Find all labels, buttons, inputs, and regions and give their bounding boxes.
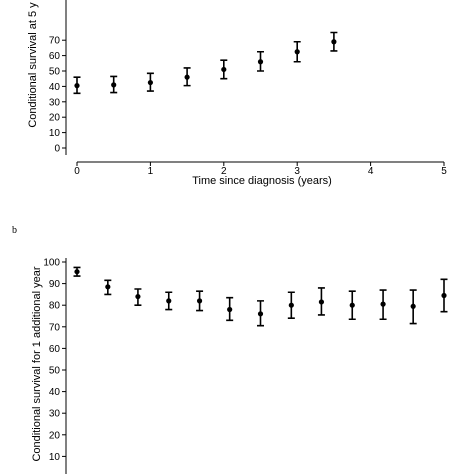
data-point [441, 292, 447, 299]
y-tick-label: 0 [54, 144, 60, 155]
panel-a-x-axis-title: Time since diagnosis (years) [192, 175, 332, 187]
data-point [380, 301, 386, 307]
panel-b-label: b [12, 225, 17, 236]
data-point [227, 306, 233, 313]
x-tick-label: 5 [441, 166, 447, 177]
data-point [221, 66, 227, 73]
data-point [74, 83, 80, 89]
y-tick-label: 40 [49, 82, 61, 93]
x-tick-label: 4 [368, 166, 374, 177]
data-point [135, 293, 141, 300]
data-point [74, 269, 80, 275]
x-tick-label: 1 [148, 166, 154, 177]
data-point [257, 59, 264, 65]
data-point [331, 39, 337, 45]
y-tick-label: 100 [43, 258, 60, 269]
data-point [147, 79, 153, 86]
data-point [196, 298, 203, 304]
panel-a: 0 10 20 30 40 50 60 70 0 1 2 3 4 5 Time since diagno… [27, 0, 447, 187]
x-tick-label: 2 [221, 166, 227, 177]
y-tick-label: 10 [49, 128, 61, 139]
y-tick-label: 20 [49, 113, 61, 124]
y-tick-label: 50 [49, 67, 61, 78]
data-point [105, 284, 111, 290]
data-point [184, 74, 190, 80]
y-tick-label: 10 [49, 452, 61, 463]
data-point [111, 82, 117, 88]
x-tick-label: 0 [74, 166, 80, 177]
y-tick-label: 50 [49, 366, 61, 377]
data-point [257, 311, 264, 317]
y-tick-label: 30 [49, 409, 61, 420]
y-tick-label: 30 [49, 97, 61, 108]
y-tick-label: 90 [49, 279, 61, 290]
data-point [294, 49, 300, 55]
y-tick-label: 60 [49, 344, 61, 355]
panel-a-y-axis-title: Conditional survival at 5 y [27, 2, 39, 128]
y-tick-label: 20 [49, 430, 61, 441]
y-tick-label: 40 [49, 387, 61, 398]
y-tick-label: 80 [49, 301, 61, 312]
data-point [318, 299, 325, 305]
panel-b-y-axis-title: Conditional survival for 1 additional ye… [31, 266, 43, 461]
data-point [410, 303, 416, 309]
x-tick-label: 3 [294, 166, 300, 177]
data-point [166, 298, 172, 304]
panel-b: b 0102030405060708090100 Conditional sur… [12, 225, 448, 474]
y-tick-label: 70 [49, 322, 61, 333]
y-tick-label: 70 [49, 36, 61, 47]
data-point [349, 302, 355, 308]
data-point [288, 302, 294, 308]
y-tick-label: 60 [49, 51, 61, 62]
